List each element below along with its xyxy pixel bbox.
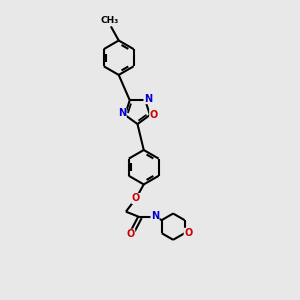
Text: O: O — [150, 110, 158, 120]
Text: N: N — [118, 108, 126, 118]
Text: O: O — [184, 228, 192, 238]
Text: O: O — [132, 194, 140, 203]
Text: O: O — [127, 229, 135, 239]
Text: N: N — [144, 94, 152, 104]
Text: N: N — [151, 211, 159, 221]
Text: CH₃: CH₃ — [100, 16, 118, 25]
